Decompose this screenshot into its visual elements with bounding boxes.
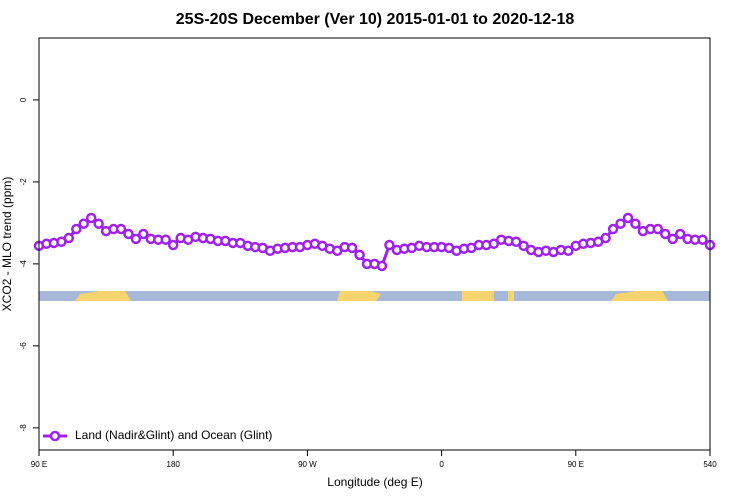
- data-point: [384, 239, 395, 251]
- data-point: [607, 223, 619, 235]
- data-point: [563, 245, 574, 257]
- data-point: [167, 239, 179, 251]
- y-tick-label: -2: [19, 178, 28, 186]
- plot-frame: [38, 37, 711, 451]
- x-axis-label: Longitude (deg E): [327, 475, 422, 489]
- y-axis-label: XCO2 - MLO trend (ppm): [0, 177, 14, 312]
- land-patch: [75, 291, 131, 301]
- data-point: [78, 218, 89, 229]
- data-point: [115, 223, 127, 235]
- land-patch: [337, 291, 381, 301]
- data-point: [376, 260, 388, 272]
- legend-label: Land (Nadir&Glint) and Ocean (Glint): [75, 428, 272, 442]
- x-tick-label: 180: [167, 460, 181, 469]
- x-tick-label: 90 W: [298, 460, 317, 469]
- data-point: [93, 218, 104, 229]
- data-point: [600, 232, 611, 244]
- data-point: [354, 249, 365, 261]
- data-point: [71, 223, 82, 235]
- data-point: [510, 236, 522, 247]
- y-tick-label: -8: [19, 424, 28, 432]
- land-patch: [462, 291, 494, 301]
- data-point: [130, 233, 142, 245]
- data-point: [667, 233, 678, 245]
- x-tick-label: 90 E: [568, 460, 584, 469]
- data-point: [518, 240, 529, 252]
- plot-area: [33, 212, 716, 272]
- land-ocean-band: [39, 291, 710, 301]
- y-tick-label: -4: [19, 260, 28, 268]
- data-point: [615, 218, 626, 229]
- data-point: [652, 223, 664, 235]
- land-patch: [611, 291, 668, 301]
- data-point: [85, 212, 97, 224]
- data-point: [138, 228, 149, 240]
- data-point: [123, 228, 134, 240]
- data-point: [160, 234, 171, 245]
- data-point: [674, 228, 686, 240]
- legend-marker: [49, 430, 61, 442]
- data-point: [697, 234, 708, 245]
- data-point: [622, 212, 634, 224]
- data-point: [660, 228, 671, 240]
- data-point: [346, 242, 358, 254]
- data-point: [630, 218, 641, 229]
- land-patch: [508, 291, 514, 301]
- x-tick-label: 90 E: [31, 460, 47, 469]
- data-point: [488, 238, 500, 250]
- x-tick-label: 540: [703, 460, 717, 469]
- y-tick-label: -6: [19, 342, 28, 350]
- y-tick-label: 0: [19, 97, 28, 102]
- x-tick-label: 0: [439, 460, 444, 469]
- data-point: [63, 232, 75, 244]
- chart-title: 25S-20S December (Ver 10) 2015-01-01 to …: [176, 11, 575, 28]
